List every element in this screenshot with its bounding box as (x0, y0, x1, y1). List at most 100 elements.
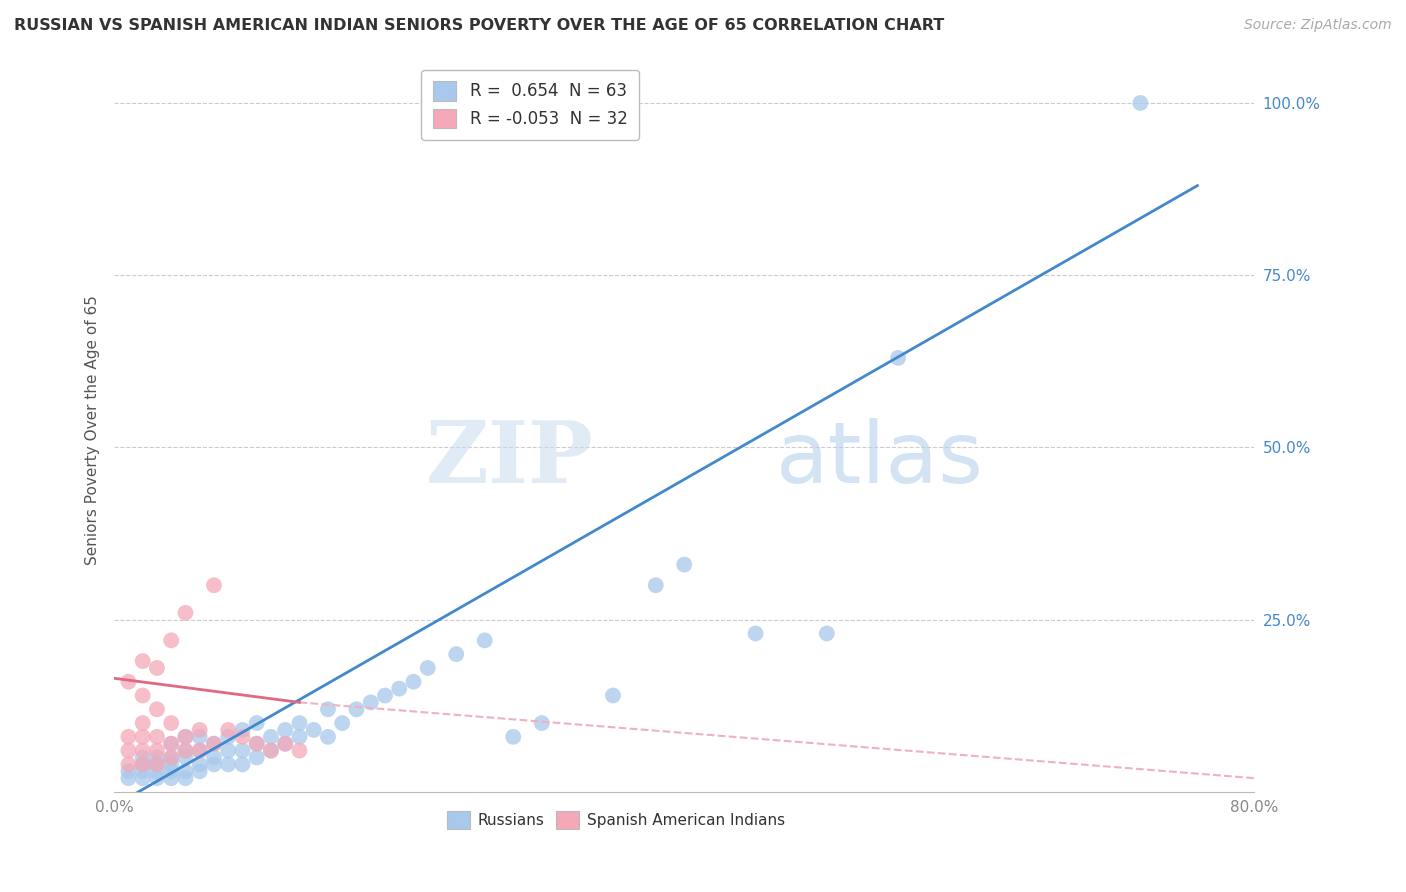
Point (160, 750, 183, 764)
Point (202, 757, 225, 772)
Point (346, 702, 368, 716)
Point (174, 730, 197, 744)
Point (131, 757, 153, 772)
Point (131, 730, 153, 744)
Point (131, 750, 153, 764)
Point (117, 674, 139, 689)
Point (202, 737, 225, 751)
Point (174, 750, 197, 764)
Point (131, 757, 153, 772)
Point (131, 764, 153, 779)
Point (117, 757, 139, 772)
Point (160, 737, 183, 751)
Point (231, 744, 253, 758)
Point (131, 744, 153, 758)
Point (388, 681, 411, 696)
Point (502, 730, 524, 744)
Text: atlas: atlas (776, 417, 983, 500)
Point (217, 744, 239, 758)
Point (815, 626, 838, 640)
Point (246, 737, 269, 751)
Point (160, 750, 183, 764)
Point (231, 757, 253, 772)
Point (288, 716, 311, 731)
Point (188, 757, 211, 772)
Point (302, 723, 325, 737)
Point (146, 661, 169, 675)
Point (217, 723, 239, 737)
Point (360, 695, 382, 709)
Point (117, 730, 139, 744)
Point (330, 716, 353, 731)
Point (174, 606, 197, 620)
Point (744, 626, 766, 640)
Point (131, 654, 153, 668)
Point (1129, 95, 1152, 110)
Point (316, 702, 339, 716)
Point (174, 764, 197, 779)
Point (530, 716, 553, 731)
Point (160, 757, 183, 772)
Point (402, 674, 425, 689)
Point (217, 730, 239, 744)
Text: Source: ZipAtlas.com: Source: ZipAtlas.com (1244, 18, 1392, 32)
Point (188, 764, 211, 779)
Point (274, 737, 297, 751)
Point (174, 744, 197, 758)
Y-axis label: Seniors Poverty Over the Age of 65: Seniors Poverty Over the Age of 65 (86, 295, 100, 566)
Point (231, 723, 253, 737)
Point (174, 730, 197, 744)
Point (246, 716, 269, 731)
Point (188, 744, 211, 758)
Point (288, 744, 311, 758)
Legend: Russians, Spanish American Indians: Russians, Spanish American Indians (440, 805, 792, 835)
Point (117, 764, 139, 779)
Point (188, 723, 211, 737)
Point (416, 661, 439, 675)
Point (474, 633, 496, 648)
Point (146, 757, 169, 772)
Point (202, 737, 225, 751)
Point (260, 744, 283, 758)
Point (374, 689, 396, 703)
Point (260, 730, 283, 744)
Point (202, 750, 225, 764)
Point (887, 351, 910, 365)
Point (160, 633, 183, 648)
Point (673, 558, 696, 572)
Point (146, 730, 169, 744)
Point (246, 737, 269, 751)
Point (602, 689, 624, 703)
Point (188, 744, 211, 758)
Point (188, 730, 211, 744)
Point (117, 771, 139, 785)
Point (174, 771, 197, 785)
Point (316, 730, 339, 744)
Point (174, 744, 197, 758)
Point (274, 737, 297, 751)
Point (160, 737, 183, 751)
Point (246, 750, 269, 764)
Point (274, 723, 297, 737)
Point (160, 764, 183, 779)
Point (288, 730, 311, 744)
Point (131, 689, 153, 703)
Point (444, 647, 467, 661)
Point (131, 771, 153, 785)
Point (146, 744, 169, 758)
Point (146, 750, 169, 764)
Point (160, 771, 183, 785)
Point (146, 757, 169, 772)
Point (160, 716, 183, 731)
Point (146, 764, 169, 779)
Point (260, 744, 283, 758)
Point (644, 578, 666, 592)
Point (117, 744, 139, 758)
Point (146, 702, 169, 716)
Point (231, 730, 253, 744)
Point (131, 716, 153, 731)
Point (202, 578, 225, 592)
Text: RUSSIAN VS SPANISH AMERICAN INDIAN SENIORS POVERTY OVER THE AGE OF 65 CORRELATIO: RUSSIAN VS SPANISH AMERICAN INDIAN SENIO… (14, 18, 945, 33)
Point (146, 771, 169, 785)
Point (217, 757, 239, 772)
